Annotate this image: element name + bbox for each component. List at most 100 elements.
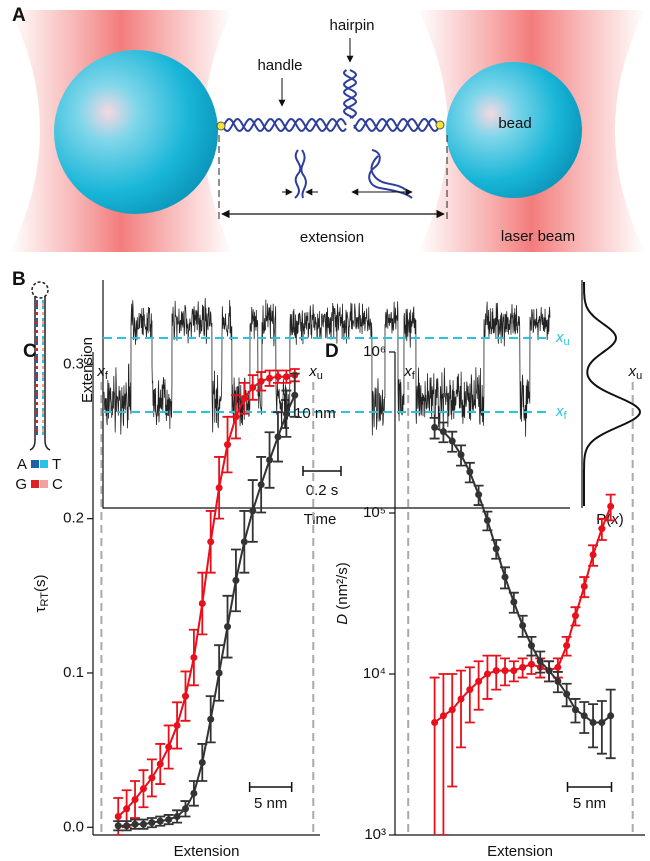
label-part: x [628,363,637,380]
data-point [439,712,447,720]
data-point [527,642,535,650]
label-part: RT [39,592,51,607]
scale-bar [566,782,613,792]
strand [353,117,439,133]
data-point [181,692,189,700]
scale-label: 10 nm [294,405,336,422]
data-point [266,456,274,464]
data-point [607,712,615,720]
data-point [554,663,562,671]
data-point [224,623,232,631]
label-part: u [317,370,323,382]
data-point [291,391,299,399]
data-point [598,718,606,726]
data-point [448,437,456,445]
data-point [527,660,535,668]
y-tick-label: 10⁴ [363,665,386,682]
data-point [466,468,474,476]
scale-bar [302,466,342,476]
data-point [148,819,156,827]
data-point [439,428,447,436]
label: hairpin [329,17,374,34]
data-point [457,695,465,703]
panel-letter: D [325,341,339,362]
axis-label: Time [304,511,337,528]
base-label: A [17,456,27,473]
data-point [519,663,527,671]
data-point [519,622,527,630]
y-tick-label: 10⁶ [363,343,386,360]
data-point [257,377,265,385]
bead-right [446,62,582,198]
data-point [181,805,189,813]
y-tick-label: 0.0 [63,818,84,835]
data-point [563,642,571,650]
scale-label: 5 nm [573,795,606,812]
state-label: xu [308,363,323,382]
data-point [536,657,544,665]
data-point [148,774,156,782]
data-point [131,796,139,804]
y-tick-label: 0.2 [63,510,84,527]
label-part: u [564,336,570,348]
series-line [117,374,295,818]
data-point [580,712,588,720]
base-swatch [31,460,39,468]
data-point [257,481,265,489]
data-point [266,374,274,382]
label: bead [498,115,531,132]
error-bar [429,676,440,835]
data-point [139,785,147,793]
data-point [483,516,491,524]
data-point [466,686,474,694]
data-point [282,373,290,381]
data-point [165,743,173,751]
data-point [274,433,282,441]
hairpin-loop [31,281,49,299]
data-point [501,667,509,675]
data-point [563,690,571,698]
dna [221,69,439,133]
strand [221,117,347,133]
base-swatch [31,480,39,488]
series [113,368,300,835]
axes [102,280,570,509]
data-point [274,373,282,381]
data-point [545,667,553,675]
extension-trace [103,297,551,437]
error-bar [447,673,458,788]
series [429,493,616,835]
data-point [156,817,164,825]
series-line [118,394,296,827]
attachment [435,120,445,130]
panel-b: B A T G C xu xf 10 nm 0.2 s Time Extensi… [12,269,642,528]
label: handle [257,57,302,74]
data-point [173,721,181,729]
error-bar [473,660,484,711]
error-bar [438,673,449,835]
error-bar [456,669,467,749]
data-point [215,669,223,677]
label-part: τ [32,606,49,612]
attachment [216,121,226,131]
data-point [249,383,257,391]
data-point [207,538,215,546]
data-point [607,502,615,510]
small-hairpin [368,149,413,199]
base-label: G [15,476,27,493]
strand [221,117,347,133]
series [429,416,616,760]
state-label: xf [403,363,416,382]
strand [342,69,358,119]
label-part: x [308,363,317,380]
data-point [224,441,232,449]
label-part: x [403,363,412,380]
data-point [589,718,597,726]
label-part: f [412,370,416,382]
label: laser beam [501,228,575,245]
state-label: xf [96,363,109,382]
data-point [431,718,439,726]
x-axis-label: Extension [487,843,553,860]
